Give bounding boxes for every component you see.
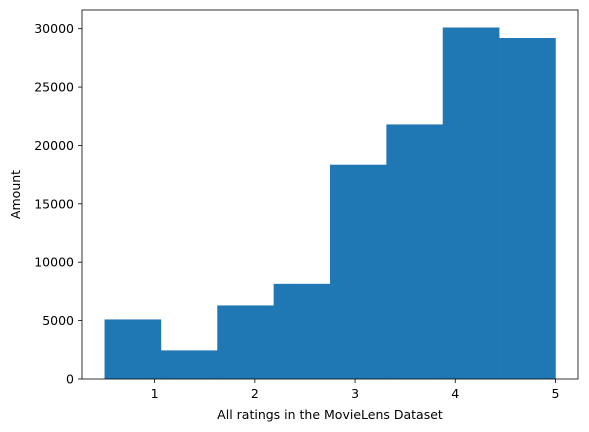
histogram-bar [442,27,500,380]
x-tick-label: 5 [551,386,559,401]
y-tick-label: 0 [66,372,74,387]
x-axis-label: All ratings in the MovieLens Dataset [217,407,443,422]
histogram-bar [330,164,387,379]
y-tick-label: 30000 [34,21,74,36]
histogram-bar [104,319,162,379]
histogram-bar [160,350,218,379]
histogram-bar [273,283,331,379]
histogram-bar [217,305,274,379]
y-tick-label: 10000 [34,255,74,270]
y-tick-label: 25000 [34,80,74,95]
y-tick-label: 20000 [34,138,74,153]
y-tick-label: 5000 [42,313,74,328]
x-axis-ticks: 1 2 3 4 5 [151,379,559,401]
histogram-bar [386,124,444,379]
plot-frame [81,9,579,380]
x-tick-label: 1 [151,386,159,401]
histogram-bar [499,38,556,379]
y-tick-label: 15000 [34,196,74,211]
x-tick-label: 3 [351,386,359,401]
x-tick-label: 2 [251,386,259,401]
y-axis-ticks: 0 5000 10000 15000 20000 25000 30000 [34,21,82,387]
bars-group [104,27,556,380]
x-tick-label: 4 [451,386,459,401]
y-axis-label: Amount [8,170,23,219]
